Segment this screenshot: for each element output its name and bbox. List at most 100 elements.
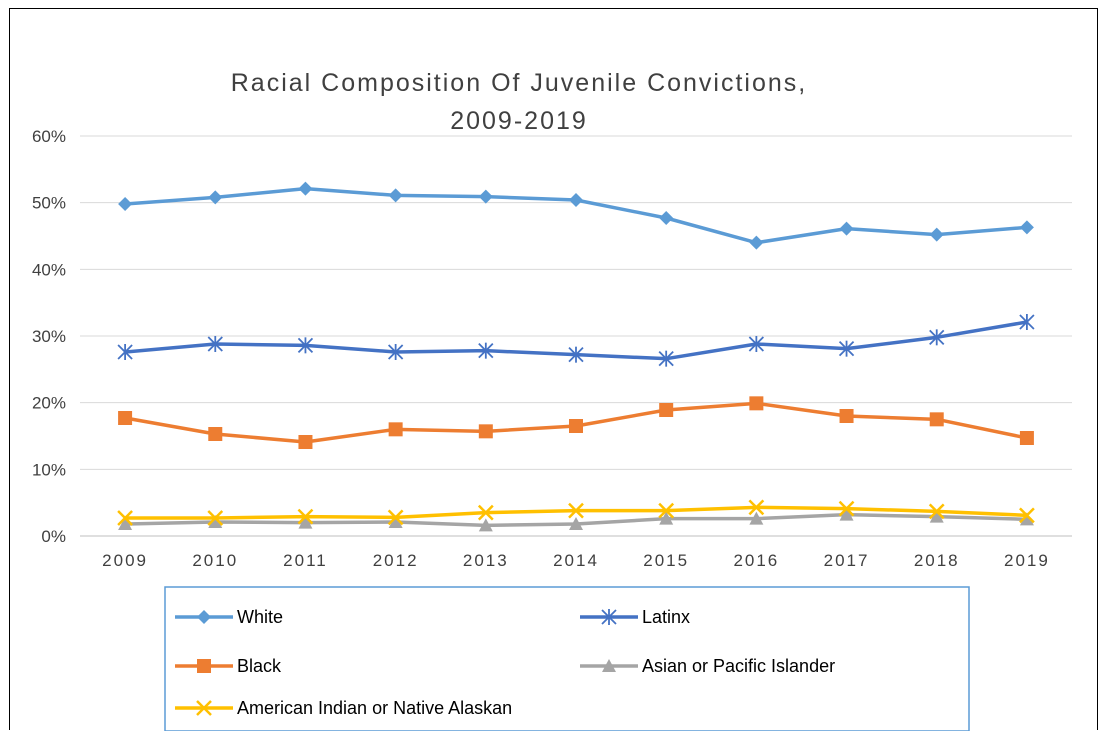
line-chart: Racial Composition Of Juvenile Convictio… — [32, 69, 1072, 731]
data-point — [478, 424, 493, 439]
legend-label: White — [237, 607, 283, 627]
data-point — [568, 346, 584, 363]
data-point — [477, 504, 494, 521]
x-tick-label: 2011 — [283, 551, 328, 570]
legend-item: American Indian or Native Alaskan — [175, 698, 512, 718]
data-point — [478, 518, 493, 532]
data-point — [298, 435, 313, 449]
data-point — [659, 511, 674, 525]
y-tick-label: 40% — [32, 260, 66, 279]
data-point — [388, 422, 403, 437]
chart-title-line-1: Racial Composition Of Juvenile Convictio… — [231, 69, 808, 97]
data-point — [118, 411, 133, 425]
legend: White Latinx Black Asian or Pacific Islande… — [164, 586, 970, 731]
data-point — [1019, 314, 1035, 330]
data-point — [569, 193, 583, 207]
legend-label: Asian or Pacific Islander — [642, 656, 835, 676]
data-point — [659, 403, 674, 417]
data-point — [478, 342, 494, 359]
legend-item: Black — [175, 656, 282, 676]
x-tick-label: 2012 — [373, 551, 419, 570]
data-point — [118, 197, 133, 211]
chart-title: Racial Composition Of Juvenile Convictio… — [231, 69, 808, 135]
legend-label: American Indian or Native Alaskan — [237, 698, 512, 718]
y-tick-label: 50% — [32, 194, 66, 213]
legend-marker — [602, 659, 616, 672]
x-tick-label: 2017 — [824, 551, 870, 570]
data-point — [839, 507, 854, 521]
x-tick-label: 2010 — [192, 551, 238, 570]
y-tick-label: 20% — [32, 394, 66, 413]
data-point — [208, 515, 223, 528]
data-point — [658, 502, 675, 519]
data-point — [298, 515, 313, 529]
legend-marker — [601, 609, 617, 625]
x-tick-label: 2018 — [914, 551, 960, 570]
data-point — [749, 235, 764, 250]
data-point — [298, 181, 313, 196]
data-point — [1019, 507, 1035, 524]
data-point — [569, 419, 583, 433]
data-point — [207, 336, 223, 352]
data-point — [929, 329, 945, 346]
data-point — [388, 515, 403, 528]
data-point — [117, 344, 133, 360]
data-point — [388, 188, 403, 203]
data-point — [297, 337, 314, 354]
y-tick-label: 10% — [32, 460, 66, 479]
series-american-indian-or-native-alaskan — [117, 499, 1035, 526]
y-tick-label: 60% — [32, 127, 66, 146]
x-tick-label: 2019 — [1004, 551, 1050, 570]
data-point — [297, 508, 314, 525]
legend-marker — [197, 610, 211, 624]
legend-marker — [197, 659, 211, 673]
data-point — [478, 189, 493, 204]
data-point — [1019, 220, 1034, 235]
data-point — [838, 500, 855, 517]
x-tick-label: 2013 — [463, 551, 509, 570]
data-point — [929, 509, 944, 523]
x-tick-label: 2015 — [643, 551, 689, 570]
data-point — [839, 409, 854, 423]
chart-frame: Racial Composition Of Juvenile Convictio… — [9, 8, 1098, 731]
y-tick-label: 30% — [32, 327, 66, 346]
chart-title-line-2: 2009-2019 — [450, 107, 588, 135]
data-point — [839, 221, 854, 236]
series-latinx — [117, 314, 1035, 367]
data-point — [207, 510, 224, 526]
data-point — [387, 344, 404, 360]
y-axis: 0% 10% 20% 30% 40% 50% 60% — [32, 127, 66, 546]
legend-item: White — [175, 607, 283, 627]
legend-item: Latinx — [580, 607, 690, 627]
data-point — [208, 427, 223, 441]
data-point — [659, 211, 674, 225]
data-point — [1019, 431, 1034, 445]
data-point — [748, 336, 765, 352]
legend-box — [164, 586, 970, 731]
y-tick-label: 0% — [41, 527, 66, 546]
x-axis: 2009 2010 2011 2012 2013 2014 2015 2016 2017 2018… — [102, 551, 1050, 570]
data-point — [387, 509, 404, 526]
data-point — [658, 350, 674, 367]
data-point — [748, 499, 765, 516]
legend-label: Latinx — [642, 607, 690, 627]
data-point — [118, 517, 133, 530]
legend-label: Black — [237, 656, 282, 676]
series-black — [118, 396, 1034, 449]
x-tick-label: 2016 — [733, 551, 779, 570]
data-point — [1019, 512, 1034, 526]
data-point — [117, 510, 133, 526]
x-tick-label: 2009 — [102, 551, 148, 570]
data-point — [569, 517, 583, 530]
data-point — [568, 502, 584, 519]
data-point — [929, 227, 944, 242]
data-point — [838, 340, 855, 357]
x-tick-label: 2014 — [553, 551, 599, 570]
legend-marker — [196, 700, 212, 716]
series-asian-or-pacific-islander — [118, 507, 1034, 532]
data-point — [749, 511, 764, 525]
series-white — [118, 181, 1034, 250]
legend-item: Asian or Pacific Islander — [580, 656, 835, 676]
data-point — [749, 396, 764, 411]
data-point — [928, 503, 945, 520]
